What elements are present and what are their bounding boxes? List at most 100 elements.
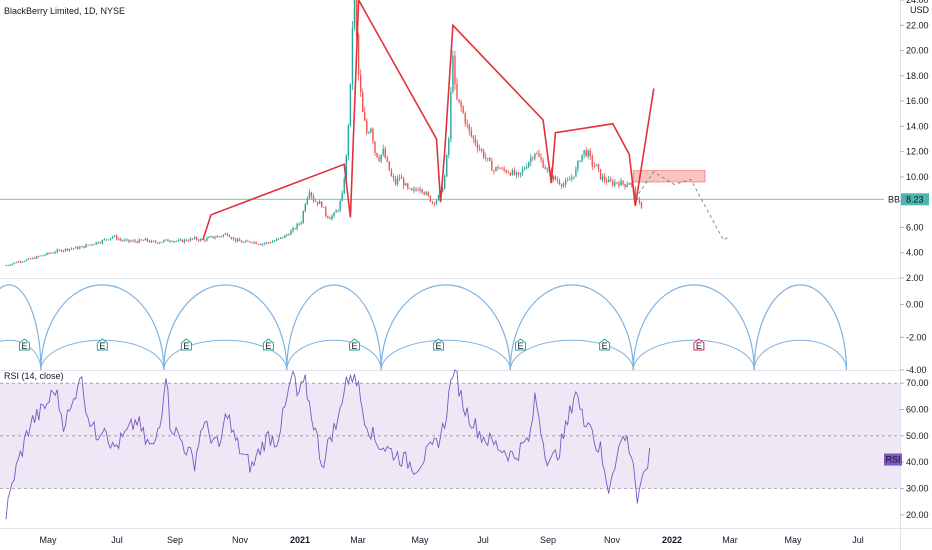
earnings-marker-icon[interactable] bbox=[433, 338, 445, 351]
candle-body bbox=[341, 193, 343, 201]
candle-body bbox=[388, 161, 391, 171]
earnings-marker-icon[interactable] bbox=[693, 338, 705, 351]
candle-body bbox=[214, 237, 216, 239]
candle-body bbox=[597, 164, 600, 169]
candle-body bbox=[56, 249, 58, 253]
candle-body bbox=[138, 239, 140, 243]
candle-body bbox=[310, 192, 313, 196]
candle-body bbox=[72, 248, 75, 250]
earnings-marker-icon[interactable] bbox=[599, 338, 611, 351]
candle-body bbox=[331, 215, 333, 220]
candle-body bbox=[355, 0, 358, 36]
earnings-marker-icon[interactable] bbox=[180, 338, 192, 351]
time-tick-label: Sep bbox=[167, 535, 183, 545]
candle-body bbox=[435, 200, 438, 204]
candle-body bbox=[218, 236, 220, 238]
rsi-title: RSI (14, close) bbox=[4, 371, 64, 381]
candle-body bbox=[261, 243, 263, 246]
candle-body bbox=[105, 239, 108, 241]
rsi-tick-label: 20.00 bbox=[906, 510, 929, 520]
candle-body bbox=[503, 168, 505, 171]
candle-body bbox=[290, 230, 292, 235]
candle-body bbox=[38, 256, 40, 258]
candle-body bbox=[198, 239, 200, 241]
candle-body bbox=[589, 150, 591, 157]
candle-body bbox=[77, 247, 79, 249]
candle-body bbox=[523, 168, 526, 170]
candle-body bbox=[245, 240, 247, 243]
candle-body bbox=[339, 200, 341, 211]
candle-body bbox=[111, 236, 114, 238]
candle-body bbox=[163, 240, 165, 242]
candle-body bbox=[640, 202, 643, 208]
candle-body bbox=[294, 228, 296, 230]
candle-body bbox=[577, 161, 579, 169]
candle-body bbox=[407, 183, 409, 188]
candle-body bbox=[411, 188, 413, 191]
candle-body bbox=[101, 239, 104, 243]
candle-body bbox=[511, 170, 514, 175]
candle-body bbox=[195, 237, 198, 240]
candle-body bbox=[179, 239, 181, 241]
candle-body bbox=[400, 177, 403, 179]
candle-body bbox=[323, 207, 325, 208]
earnings-marker-icon[interactable] bbox=[96, 338, 108, 351]
earnings-marker-icon[interactable] bbox=[349, 338, 360, 351]
candle-body bbox=[148, 241, 151, 243]
candle-body bbox=[265, 242, 268, 244]
candle-body bbox=[5, 265, 7, 267]
candle-body bbox=[183, 239, 186, 243]
candle-body bbox=[620, 180, 622, 186]
candle-body bbox=[259, 244, 261, 246]
time-tick-label: Mar bbox=[722, 535, 738, 545]
earnings-marker-icon[interactable] bbox=[515, 338, 527, 351]
candle-body bbox=[601, 176, 604, 180]
candle-body bbox=[556, 179, 559, 182]
earnings-marker-label: E bbox=[183, 341, 189, 351]
candle-body bbox=[415, 188, 417, 190]
candle-body bbox=[532, 157, 534, 159]
cycle-arc bbox=[0, 284, 42, 371]
time-tick-label: Jul bbox=[477, 535, 489, 545]
candle-body bbox=[382, 149, 384, 155]
price-tick-label: 20.00 bbox=[906, 46, 929, 56]
candle-body bbox=[472, 135, 475, 139]
candle-body bbox=[429, 195, 432, 202]
time-tick-label: Mar bbox=[350, 535, 366, 545]
price-tick-label: 18.00 bbox=[906, 71, 929, 81]
candle-body bbox=[85, 244, 87, 248]
candle-body bbox=[157, 242, 159, 244]
candle-body bbox=[571, 177, 573, 180]
candle-body bbox=[423, 192, 425, 195]
candle-body bbox=[208, 237, 210, 239]
candle-body bbox=[403, 178, 405, 186]
candle-body bbox=[93, 244, 95, 246]
candle-body bbox=[175, 241, 177, 242]
candle-body bbox=[62, 250, 65, 252]
candle-body bbox=[263, 243, 265, 245]
candle-body bbox=[29, 258, 32, 260]
candle-body bbox=[181, 239, 183, 243]
candle-body bbox=[349, 83, 352, 126]
candle-body bbox=[386, 157, 388, 162]
candle-body bbox=[167, 239, 169, 242]
candle-body bbox=[398, 177, 401, 179]
last-price-badge bbox=[901, 193, 929, 206]
candle-body bbox=[46, 252, 48, 255]
candle-body bbox=[554, 176, 557, 180]
candle-body bbox=[425, 192, 427, 195]
earnings-marker-icon[interactable] bbox=[262, 338, 274, 351]
candle-body bbox=[409, 187, 411, 189]
candle-body bbox=[154, 241, 157, 243]
candle-body bbox=[605, 180, 608, 183]
candle-body bbox=[122, 240, 124, 242]
candle-body bbox=[318, 201, 321, 205]
candle-body bbox=[343, 178, 345, 194]
earnings-marker-icon[interactable] bbox=[18, 338, 30, 351]
candle-body bbox=[515, 172, 518, 175]
candle-body bbox=[25, 259, 28, 261]
last-price-value: 8.23 bbox=[906, 194, 924, 204]
candle-body bbox=[392, 176, 395, 179]
candle-body bbox=[17, 261, 19, 263]
